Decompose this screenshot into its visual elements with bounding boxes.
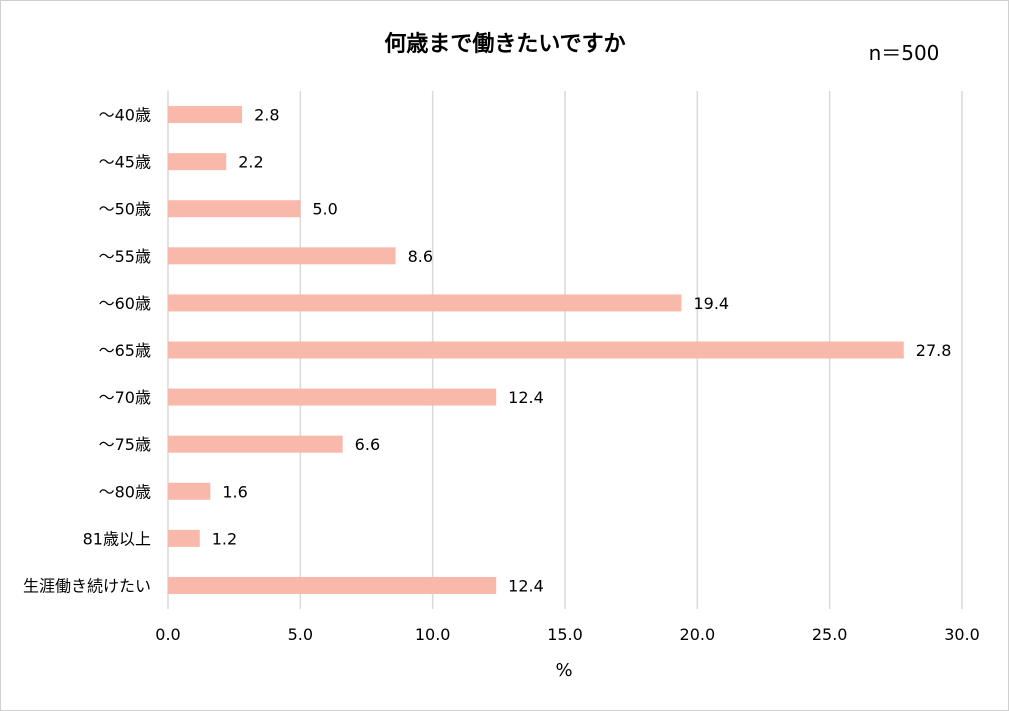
bar-value-label: 5.0 bbox=[312, 200, 337, 219]
category-label: ～50歳 bbox=[99, 200, 151, 219]
bar-value-label: 1.2 bbox=[212, 529, 237, 548]
category-label: ～45歳 bbox=[99, 153, 151, 172]
sample-size-note: n＝500 bbox=[869, 41, 940, 65]
bar-value-label: 19.4 bbox=[693, 294, 729, 313]
x-tick-label: 0.0 bbox=[155, 625, 180, 644]
bar bbox=[168, 482, 211, 500]
category-label: ～60歳 bbox=[99, 294, 151, 313]
category-label: ～70歳 bbox=[99, 388, 151, 407]
category-label: 81歳以上 bbox=[83, 529, 151, 548]
bar-value-label: 2.2 bbox=[238, 153, 263, 172]
bar-value-label: 2.8 bbox=[254, 106, 279, 125]
bar-value-label: 8.6 bbox=[408, 247, 433, 266]
x-tick-label: 30.0 bbox=[944, 625, 980, 644]
bar-value-label: 1.6 bbox=[222, 482, 247, 501]
bar bbox=[168, 200, 301, 218]
bar bbox=[168, 388, 497, 406]
category-labels: ～40歳 ～45歳 ～50歳 ～55歳 ～60歳 ～65歳 ～70歳 ～75歳 ～80歳 81歳以… bbox=[23, 106, 151, 596]
bar-value-label: 27.8 bbox=[916, 341, 952, 360]
bar bbox=[168, 576, 497, 594]
category-label: ～75歳 bbox=[99, 435, 151, 454]
bar-value-label: 12.4 bbox=[508, 576, 544, 595]
bar bbox=[168, 294, 682, 312]
bar bbox=[168, 435, 343, 453]
x-axis-tick-labels: 0.0 5.0 10.0 15.0 20.0 25.0 30.0 bbox=[155, 625, 980, 644]
data-labels: 2.8 2.2 5.0 8.6 19.4 27.8 12.4 6.6 1.6 1.2 12.4 bbox=[212, 106, 952, 596]
x-tick-label: 5.0 bbox=[288, 625, 313, 644]
category-label: ～55歳 bbox=[99, 247, 151, 266]
x-axis-title: % bbox=[555, 660, 572, 681]
bar-value-label: 12.4 bbox=[508, 388, 544, 407]
bar-value-label: 6.6 bbox=[355, 435, 380, 454]
chart-title: 何歳まで働きたいですか bbox=[384, 31, 625, 57]
x-tick-label: 10.0 bbox=[415, 625, 451, 644]
bar bbox=[168, 153, 227, 171]
category-label: ～40歳 bbox=[99, 106, 151, 125]
x-tick-label: 15.0 bbox=[547, 625, 583, 644]
bar bbox=[168, 529, 200, 547]
bar bbox=[168, 247, 396, 265]
bars bbox=[168, 106, 904, 594]
bar bbox=[168, 106, 243, 124]
category-label: ～65歳 bbox=[99, 341, 151, 360]
category-label: 生涯働き続けたい bbox=[23, 576, 151, 595]
x-tick-label: 20.0 bbox=[680, 625, 716, 644]
category-label: ～80歳 bbox=[99, 482, 151, 501]
x-tick-label: 25.0 bbox=[812, 625, 848, 644]
bar bbox=[168, 341, 904, 359]
